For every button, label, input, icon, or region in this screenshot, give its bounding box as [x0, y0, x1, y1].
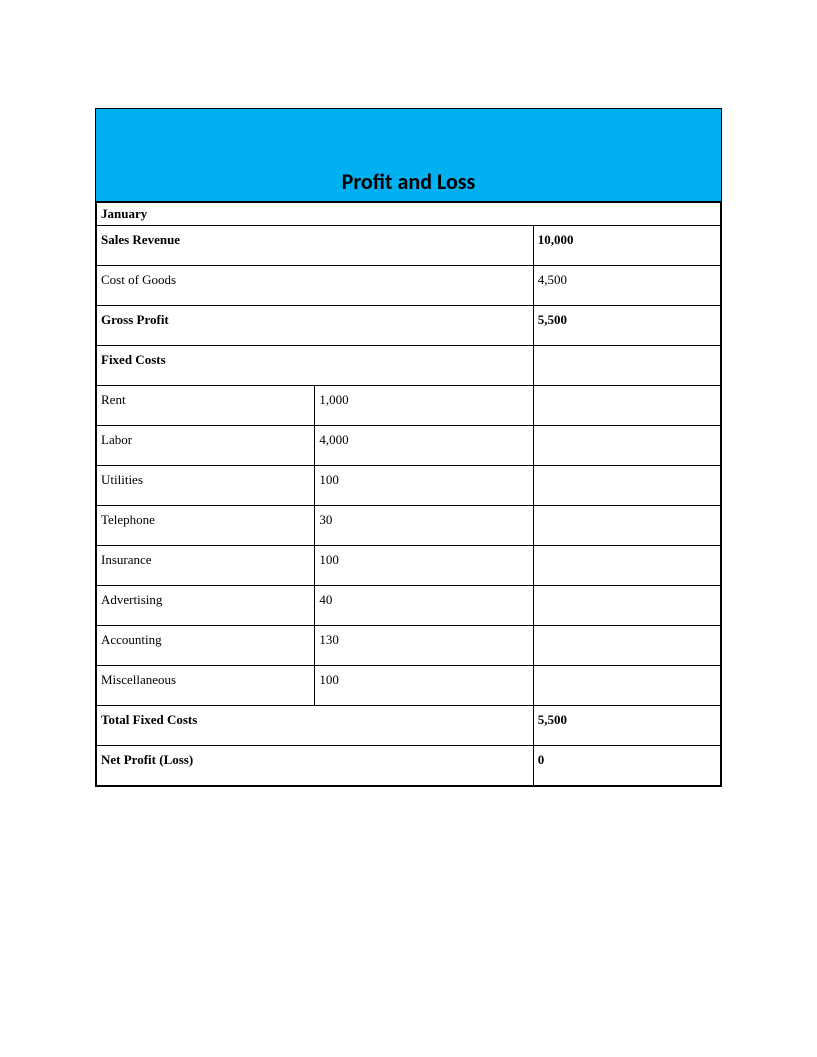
sheet-title: Profit and Loss — [96, 168, 721, 195]
row-label: Miscellaneous — [97, 666, 315, 706]
row-value — [533, 666, 720, 706]
row-label: Total Fixed Costs — [97, 706, 534, 746]
table-row: Gross Profit5,500 — [97, 306, 721, 346]
row-value — [533, 586, 720, 626]
period-row: January — [97, 203, 721, 226]
row-label: Gross Profit — [97, 306, 534, 346]
row-label: Accounting — [97, 626, 315, 666]
table-row: Total Fixed Costs5,500 — [97, 706, 721, 746]
row-detail: 4,000 — [315, 426, 533, 466]
row-detail: 100 — [315, 466, 533, 506]
row-value — [533, 466, 720, 506]
table-row: Insurance100 — [97, 546, 721, 586]
table-row: Utilities100 — [97, 466, 721, 506]
row-label: Sales Revenue — [97, 226, 534, 266]
table-row: Net Profit (Loss)0 — [97, 746, 721, 786]
title-bar: Profit and Loss — [96, 109, 721, 202]
table-row: Advertising40 — [97, 586, 721, 626]
table-row: Sales Revenue10,000 — [97, 226, 721, 266]
row-label: Fixed Costs — [97, 346, 534, 386]
row-value: 5,500 — [533, 306, 720, 346]
row-value — [533, 386, 720, 426]
row-value — [533, 546, 720, 586]
profit-loss-table: January Sales Revenue10,000Cost of Goods… — [96, 202, 721, 786]
row-value — [533, 506, 720, 546]
table-row: Miscellaneous100 — [97, 666, 721, 706]
row-label: Insurance — [97, 546, 315, 586]
page: Profit and Loss January Sales Revenue10,… — [0, 0, 817, 1057]
row-value: 0 — [533, 746, 720, 786]
table-row: Telephone30 — [97, 506, 721, 546]
table-row: Accounting130 — [97, 626, 721, 666]
table-row: Cost of Goods4,500 — [97, 266, 721, 306]
row-value: 4,500 — [533, 266, 720, 306]
row-detail: 100 — [315, 546, 533, 586]
row-detail: 100 — [315, 666, 533, 706]
row-value: 10,000 — [533, 226, 720, 266]
row-label: Rent — [97, 386, 315, 426]
row-label: Telephone — [97, 506, 315, 546]
row-label: Utilities — [97, 466, 315, 506]
row-value: 5,500 — [533, 706, 720, 746]
table-row: Fixed Costs — [97, 346, 721, 386]
row-label: Cost of Goods — [97, 266, 534, 306]
row-detail: 130 — [315, 626, 533, 666]
row-detail: 30 — [315, 506, 533, 546]
row-label: Advertising — [97, 586, 315, 626]
table-row: Rent1,000 — [97, 386, 721, 426]
row-detail: 40 — [315, 586, 533, 626]
table-row: Labor4,000 — [97, 426, 721, 466]
row-label: Labor — [97, 426, 315, 466]
row-value — [533, 346, 720, 386]
profit-loss-sheet: Profit and Loss January Sales Revenue10,… — [95, 108, 722, 787]
row-detail: 1,000 — [315, 386, 533, 426]
period-cell: January — [97, 203, 721, 226]
row-value — [533, 426, 720, 466]
row-value — [533, 626, 720, 666]
row-label: Net Profit (Loss) — [97, 746, 534, 786]
